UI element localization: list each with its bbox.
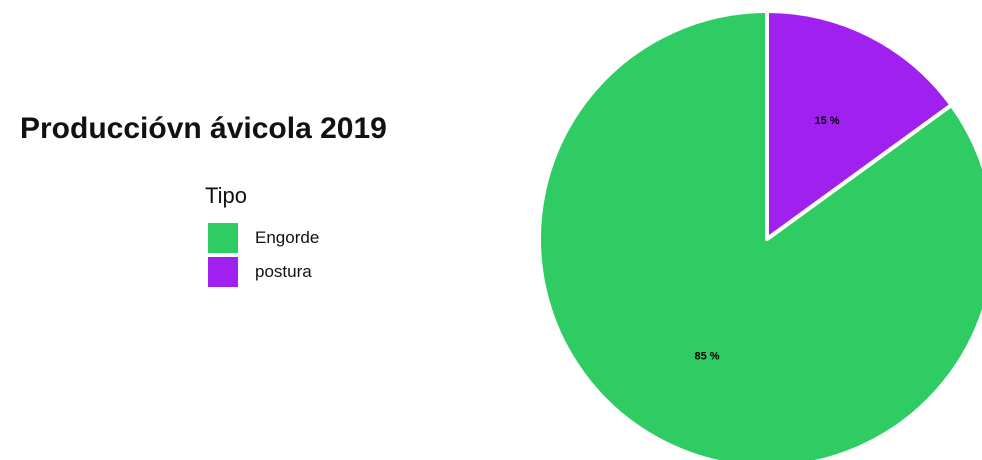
legend-swatch-postura bbox=[208, 257, 238, 287]
pie-label-engorde: 85 % bbox=[694, 351, 719, 363]
legend-item-postura: postura bbox=[205, 255, 319, 289]
legend-label-postura: postura bbox=[255, 262, 312, 281]
legend-label-engorde: Engorde bbox=[255, 228, 320, 247]
pie-slice-postura bbox=[765, 9, 954, 241]
chart-title: Produccióvn ávicola 2019 bbox=[20, 112, 387, 145]
legend: Tipo Engorde postura bbox=[205, 183, 319, 289]
legend-title: Tipo bbox=[205, 183, 247, 208]
pie-label-postura: 15 % bbox=[814, 115, 839, 127]
legend-item-engorde: Engorde bbox=[205, 221, 319, 255]
legend-swatch-engorde bbox=[208, 223, 238, 253]
pie-slice-engorde bbox=[537, 9, 982, 460]
